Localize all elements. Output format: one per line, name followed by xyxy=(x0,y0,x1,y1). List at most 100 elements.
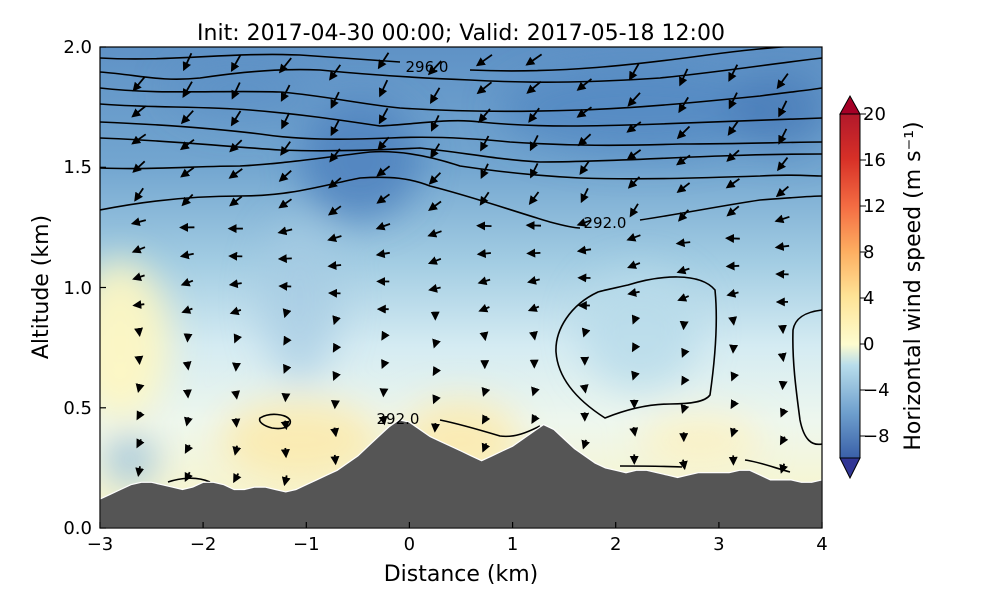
wind-vector xyxy=(327,261,342,270)
wind-vector xyxy=(378,79,389,98)
wind-vector xyxy=(677,293,690,302)
wind-vector xyxy=(283,335,292,346)
wind-vector xyxy=(626,233,641,242)
wind-vector xyxy=(481,414,491,425)
plot-area xyxy=(100,47,822,528)
wind-vector xyxy=(730,399,739,410)
colorbar-tick-label: 16 xyxy=(863,150,886,171)
wind-vector xyxy=(481,442,491,453)
wind-vector xyxy=(730,427,739,438)
x-tick-label: 4 xyxy=(816,534,827,555)
contour-line xyxy=(619,465,683,468)
wind-vector xyxy=(525,53,543,66)
contour-line xyxy=(100,121,822,147)
wind-vector xyxy=(134,355,144,365)
contour-label: 296.0 xyxy=(406,58,449,76)
wind-vector xyxy=(231,418,241,428)
wind-vector xyxy=(377,136,390,151)
wind-vector xyxy=(478,108,491,123)
wind-vector xyxy=(678,459,688,471)
colorbar-bottom-extend xyxy=(839,457,861,480)
wind-vector xyxy=(478,303,490,313)
wind-vector xyxy=(184,443,194,454)
wind-vector xyxy=(332,315,341,326)
wind-vector xyxy=(526,80,542,94)
wind-vector xyxy=(228,168,243,179)
wind-vector xyxy=(626,149,642,161)
wind-vector xyxy=(776,73,789,90)
x-tick-label: −2 xyxy=(190,534,217,555)
wind-vector xyxy=(184,471,193,483)
wind-vector xyxy=(779,435,789,446)
contour-line xyxy=(792,309,822,446)
contour-line xyxy=(469,47,792,72)
contour-line xyxy=(100,150,822,180)
wind-vector xyxy=(476,81,493,95)
contour-line xyxy=(100,137,822,163)
wind-vector xyxy=(282,308,292,319)
wind-vector xyxy=(528,191,540,206)
wind-vector xyxy=(529,134,539,152)
wind-vector xyxy=(281,112,291,130)
wind-vector xyxy=(179,250,194,260)
wind-vector xyxy=(182,52,193,72)
wind-vector xyxy=(531,413,540,424)
wind-vector xyxy=(774,214,790,224)
wind-vector xyxy=(576,245,592,255)
wind-vector xyxy=(725,233,740,243)
wind-vector xyxy=(280,447,290,459)
colorbar-tick-label: 4 xyxy=(863,288,874,309)
wind-vector xyxy=(481,386,491,397)
wind-vector xyxy=(778,380,788,391)
wind-vector xyxy=(381,330,390,341)
wind-vector xyxy=(432,338,441,349)
wind-vector xyxy=(281,475,291,487)
wind-vector xyxy=(576,78,593,91)
wind-vector xyxy=(631,314,641,325)
colorbar-tick-label: 0 xyxy=(863,334,874,355)
wind-vector xyxy=(778,128,788,145)
wind-vector xyxy=(479,191,490,206)
wind-vector xyxy=(774,242,790,251)
wind-vector xyxy=(233,473,242,484)
wind-vector xyxy=(134,327,144,337)
wind-vector xyxy=(776,157,789,172)
wind-vector xyxy=(427,228,442,238)
wind-vector xyxy=(181,305,193,314)
wind-vector xyxy=(577,133,592,147)
colorbar-bar xyxy=(839,113,861,459)
wind-vector xyxy=(231,390,241,400)
wind-vector xyxy=(480,135,490,152)
wind-vector xyxy=(528,330,538,341)
wind-vector xyxy=(134,187,144,202)
wind-vector xyxy=(779,463,788,474)
y-tick-label: 0.0 xyxy=(63,518,92,539)
wind-vector xyxy=(181,193,194,207)
wind-vector xyxy=(676,265,690,275)
wind-vector xyxy=(428,200,442,211)
wind-vector xyxy=(629,426,639,437)
wind-vector xyxy=(278,57,292,74)
colorbar-tick-label: −4 xyxy=(863,380,890,401)
wind-vector xyxy=(330,119,340,137)
wind-vector xyxy=(527,303,540,312)
wind-vector xyxy=(135,466,145,477)
colorbar-tick-label: 20 xyxy=(863,104,886,125)
wind-vector xyxy=(277,226,293,236)
contour-line xyxy=(100,53,401,63)
contour-line xyxy=(100,103,822,127)
wind-vector xyxy=(432,394,441,405)
wind-vector xyxy=(528,107,540,123)
wind-vector xyxy=(328,177,342,189)
wind-vector xyxy=(228,279,242,289)
wind-vector xyxy=(184,416,193,427)
wind-vector xyxy=(479,331,489,342)
contour-line xyxy=(100,87,822,113)
wind-vector xyxy=(280,141,291,156)
wind-vector xyxy=(727,120,739,136)
wind-vector xyxy=(579,384,589,394)
wind-vector xyxy=(182,81,193,99)
wind-vector xyxy=(629,203,639,218)
wind-vector xyxy=(332,370,341,381)
wind-vector xyxy=(676,182,691,193)
